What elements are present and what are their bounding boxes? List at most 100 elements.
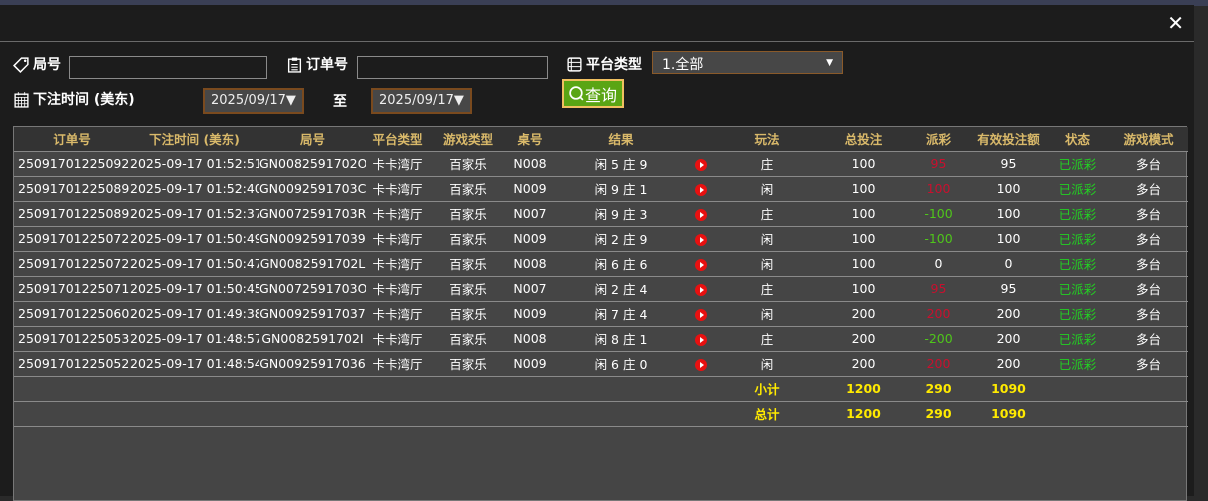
order-label: 订单号 bbox=[286, 54, 348, 74]
table-cell: 200 bbox=[821, 301, 906, 327]
column-header: 订单号 bbox=[14, 127, 130, 152]
play-icon[interactable] bbox=[695, 258, 707, 271]
table-cell: 闲 5 庄 9 bbox=[553, 151, 689, 177]
table-cell: 250917012250926 bbox=[14, 151, 130, 177]
table-cell: 卡卡湾厅 bbox=[366, 326, 429, 352]
table-cell: -100 bbox=[906, 201, 971, 227]
close-icon[interactable]: ✕ bbox=[1167, 11, 1184, 35]
table-cell: 250917012250894 bbox=[14, 201, 130, 227]
table-cell: 2025-09-17 01:52:40 bbox=[130, 176, 259, 202]
play-icon[interactable] bbox=[695, 233, 707, 246]
table-cell: GN00925917039 bbox=[259, 226, 366, 252]
table-cell: 庄 bbox=[713, 151, 821, 177]
table-cell: 已派彩 bbox=[1046, 251, 1109, 277]
table-cell: 95 bbox=[971, 276, 1046, 302]
table-cell: 250917012250600 bbox=[14, 301, 130, 327]
bet-records-table: 订单号 下注时间 (美东) 局号 平台类型 游戏类型 桌号 结果 玩法 总投注 派彩 有效投注额 状态… bbox=[13, 126, 1188, 501]
summary-cell bbox=[259, 401, 366, 427]
table-cell: 已派彩 bbox=[1046, 151, 1109, 177]
replay-cell bbox=[689, 326, 713, 352]
query-button[interactable]: 查询 bbox=[562, 79, 624, 108]
table-cell: 庄 bbox=[713, 326, 821, 352]
order-input[interactable] bbox=[357, 56, 548, 79]
play-icon[interactable] bbox=[695, 308, 707, 321]
play-icon[interactable] bbox=[695, 183, 707, 196]
table-cell: 已派彩 bbox=[1046, 226, 1109, 252]
column-header bbox=[689, 127, 713, 152]
table-cell: 卡卡湾厅 bbox=[366, 276, 429, 302]
table-cell: 闲 8 庄 1 bbox=[553, 326, 689, 352]
table-cell: 250917012250531 bbox=[14, 326, 130, 352]
table-row: 250917012250600 2025-09-17 01:49:38 GN0092… bbox=[14, 301, 1188, 327]
table-cell: N007 bbox=[507, 276, 553, 302]
date-to-picker[interactable]: 2025/09/17▼ bbox=[371, 88, 472, 114]
play-icon[interactable] bbox=[695, 208, 707, 221]
column-header: 局号 bbox=[259, 127, 366, 152]
platform-select[interactable]: 1.全部 ▼ bbox=[652, 51, 843, 74]
table-cell: 100 bbox=[821, 226, 906, 252]
summary-cell bbox=[14, 401, 130, 427]
table-cell: 200 bbox=[971, 301, 1046, 327]
play-icon[interactable] bbox=[695, 358, 707, 371]
table-cell: 2025-09-17 01:48:57 bbox=[130, 326, 259, 352]
replay-cell bbox=[689, 351, 713, 377]
play-icon[interactable] bbox=[695, 283, 707, 296]
table-cell: N009 bbox=[507, 226, 553, 252]
table-cell: 卡卡湾厅 bbox=[366, 226, 429, 252]
table-cell: 闲 2 庄 9 bbox=[553, 226, 689, 252]
tag-icon bbox=[13, 56, 29, 73]
platform-label: 平台类型 bbox=[566, 54, 642, 74]
summary-cell bbox=[1109, 401, 1188, 427]
table-cell: 闲 7 庄 4 bbox=[553, 301, 689, 327]
table-cell: 100 bbox=[971, 226, 1046, 252]
column-header: 桌号 bbox=[507, 127, 553, 152]
table-cell: 已派彩 bbox=[1046, 326, 1109, 352]
table-cell: 卡卡湾厅 bbox=[366, 251, 429, 277]
column-header: 游戏类型 bbox=[429, 127, 507, 152]
table-cell: 200 bbox=[971, 326, 1046, 352]
summary-cell: 总计 bbox=[713, 401, 821, 427]
round-input[interactable] bbox=[69, 56, 267, 79]
table-cell: N009 bbox=[507, 301, 553, 327]
table-cell: 2025-09-17 01:52:37 bbox=[130, 201, 259, 227]
column-header: 派彩 bbox=[906, 127, 971, 152]
replay-cell bbox=[689, 151, 713, 177]
summary-cell: 1200 bbox=[821, 401, 906, 427]
replay-cell bbox=[689, 176, 713, 202]
play-icon[interactable] bbox=[695, 158, 707, 171]
summary-cell bbox=[507, 376, 553, 402]
table-cell: 百家乐 bbox=[429, 326, 507, 352]
play-icon[interactable] bbox=[695, 333, 707, 346]
table-cell: 百家乐 bbox=[429, 251, 507, 277]
divider bbox=[0, 41, 1194, 42]
table-cell: 闲 bbox=[713, 226, 821, 252]
summary-cell bbox=[689, 376, 713, 402]
column-header: 游戏模式 bbox=[1109, 127, 1188, 152]
column-header: 结果 bbox=[553, 127, 689, 152]
table-cell: 250917012250897 bbox=[14, 176, 130, 202]
table-row: 250917012250523 2025-09-17 01:48:54 GN0092… bbox=[14, 351, 1188, 377]
summary-cell bbox=[429, 376, 507, 402]
table-cell: 250917012250725 bbox=[14, 251, 130, 277]
table-cell: 百家乐 bbox=[429, 226, 507, 252]
summary-cell bbox=[1109, 376, 1188, 402]
search-icon bbox=[569, 86, 584, 101]
replay-cell bbox=[689, 201, 713, 227]
table-cell: 200 bbox=[906, 351, 971, 377]
table-cell: 250917012250523 bbox=[14, 351, 130, 377]
summary-cell bbox=[366, 376, 429, 402]
table-cell: 卡卡湾厅 bbox=[366, 176, 429, 202]
table-row: 250917012250726 2025-09-17 01:50:49 GN0092… bbox=[14, 226, 1188, 252]
column-header: 总投注 bbox=[821, 127, 906, 152]
table-cell: 已派彩 bbox=[1046, 201, 1109, 227]
table-cell: 已派彩 bbox=[1046, 351, 1109, 377]
table-cell: 庄 bbox=[713, 201, 821, 227]
summary-cell bbox=[1046, 376, 1109, 402]
replay-cell bbox=[689, 226, 713, 252]
table-row: 250917012250894 2025-09-17 01:52:37 GN0072… bbox=[14, 201, 1188, 227]
table-cell: 95 bbox=[906, 151, 971, 177]
table-cell: 2025-09-17 01:50:47 bbox=[130, 251, 259, 277]
table-cell: 多台 bbox=[1109, 351, 1188, 377]
summary-cell: 290 bbox=[906, 401, 971, 427]
date-from-picker[interactable]: 2025/09/17▼ bbox=[203, 88, 304, 114]
